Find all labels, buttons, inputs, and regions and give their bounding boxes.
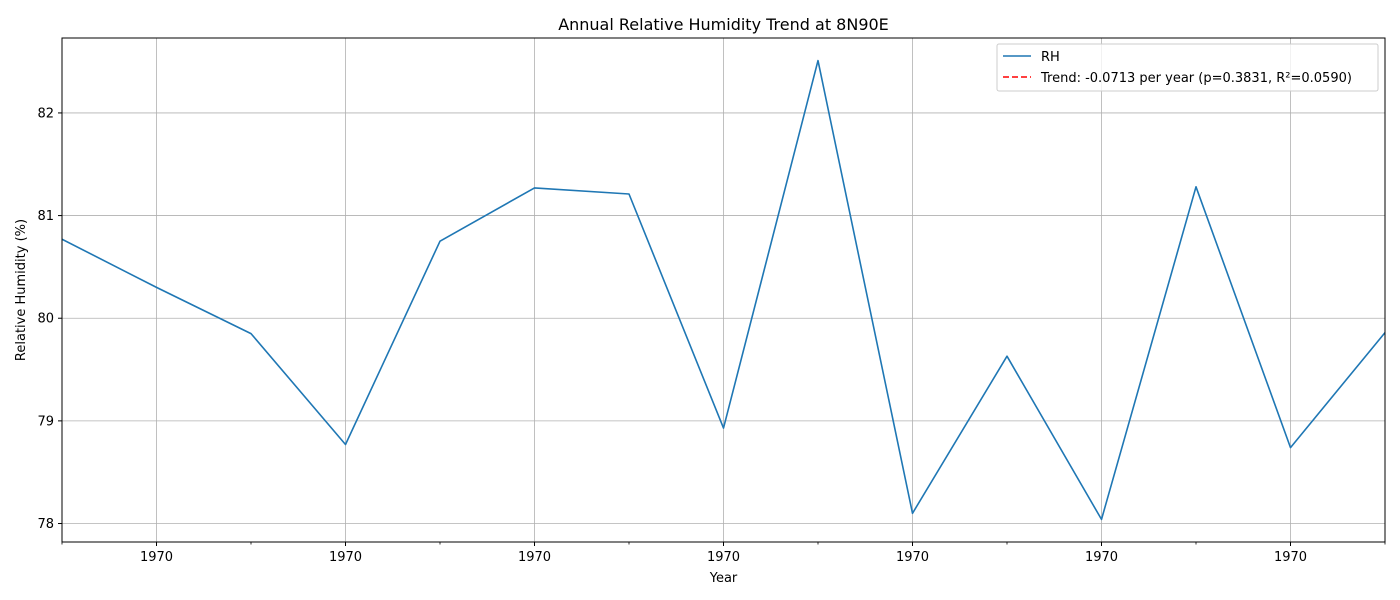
series-line-rh	[62, 59, 1385, 521]
y-axis-label: Relative Humidity (%)	[14, 219, 29, 361]
chart-title: Annual Relative Humidity Trend at 8N90E	[558, 15, 889, 34]
x-tick-label: 1970	[896, 550, 929, 565]
x-tick-label: 1970	[1085, 550, 1118, 565]
y-tick-label: 79	[37, 414, 54, 429]
legend: RH Trend: -0.0713 per year (p=0.3831, R²…	[996, 43, 1379, 92]
series-group	[62, 59, 1385, 521]
x-axis-label: Year	[709, 571, 738, 586]
y-tick-label: 80	[37, 312, 54, 327]
legend-label-rh: RH	[1041, 50, 1060, 65]
legend-label-trend: Trend: -0.0713 per year (p=0.3831, R²=0.…	[1040, 71, 1352, 86]
y-tick-label: 82	[37, 106, 54, 121]
x-tick-label: 1970	[518, 550, 551, 565]
x-tick-label: 1970	[329, 550, 362, 565]
grid	[62, 38, 1385, 542]
y-tick-label: 78	[37, 517, 54, 532]
y-tick-label: 81	[37, 209, 54, 224]
legend-box	[996, 43, 1379, 92]
x-tick-label: 1970	[707, 550, 740, 565]
y-axis-ticks: 78 79 80 81 82	[37, 106, 62, 532]
x-tick-label: 1970	[1274, 550, 1307, 565]
x-axis-ticks: 1970 1970 1970 1970 1970 1970 1970	[61, 542, 1386, 565]
x-tick-label: 1970	[140, 550, 173, 565]
